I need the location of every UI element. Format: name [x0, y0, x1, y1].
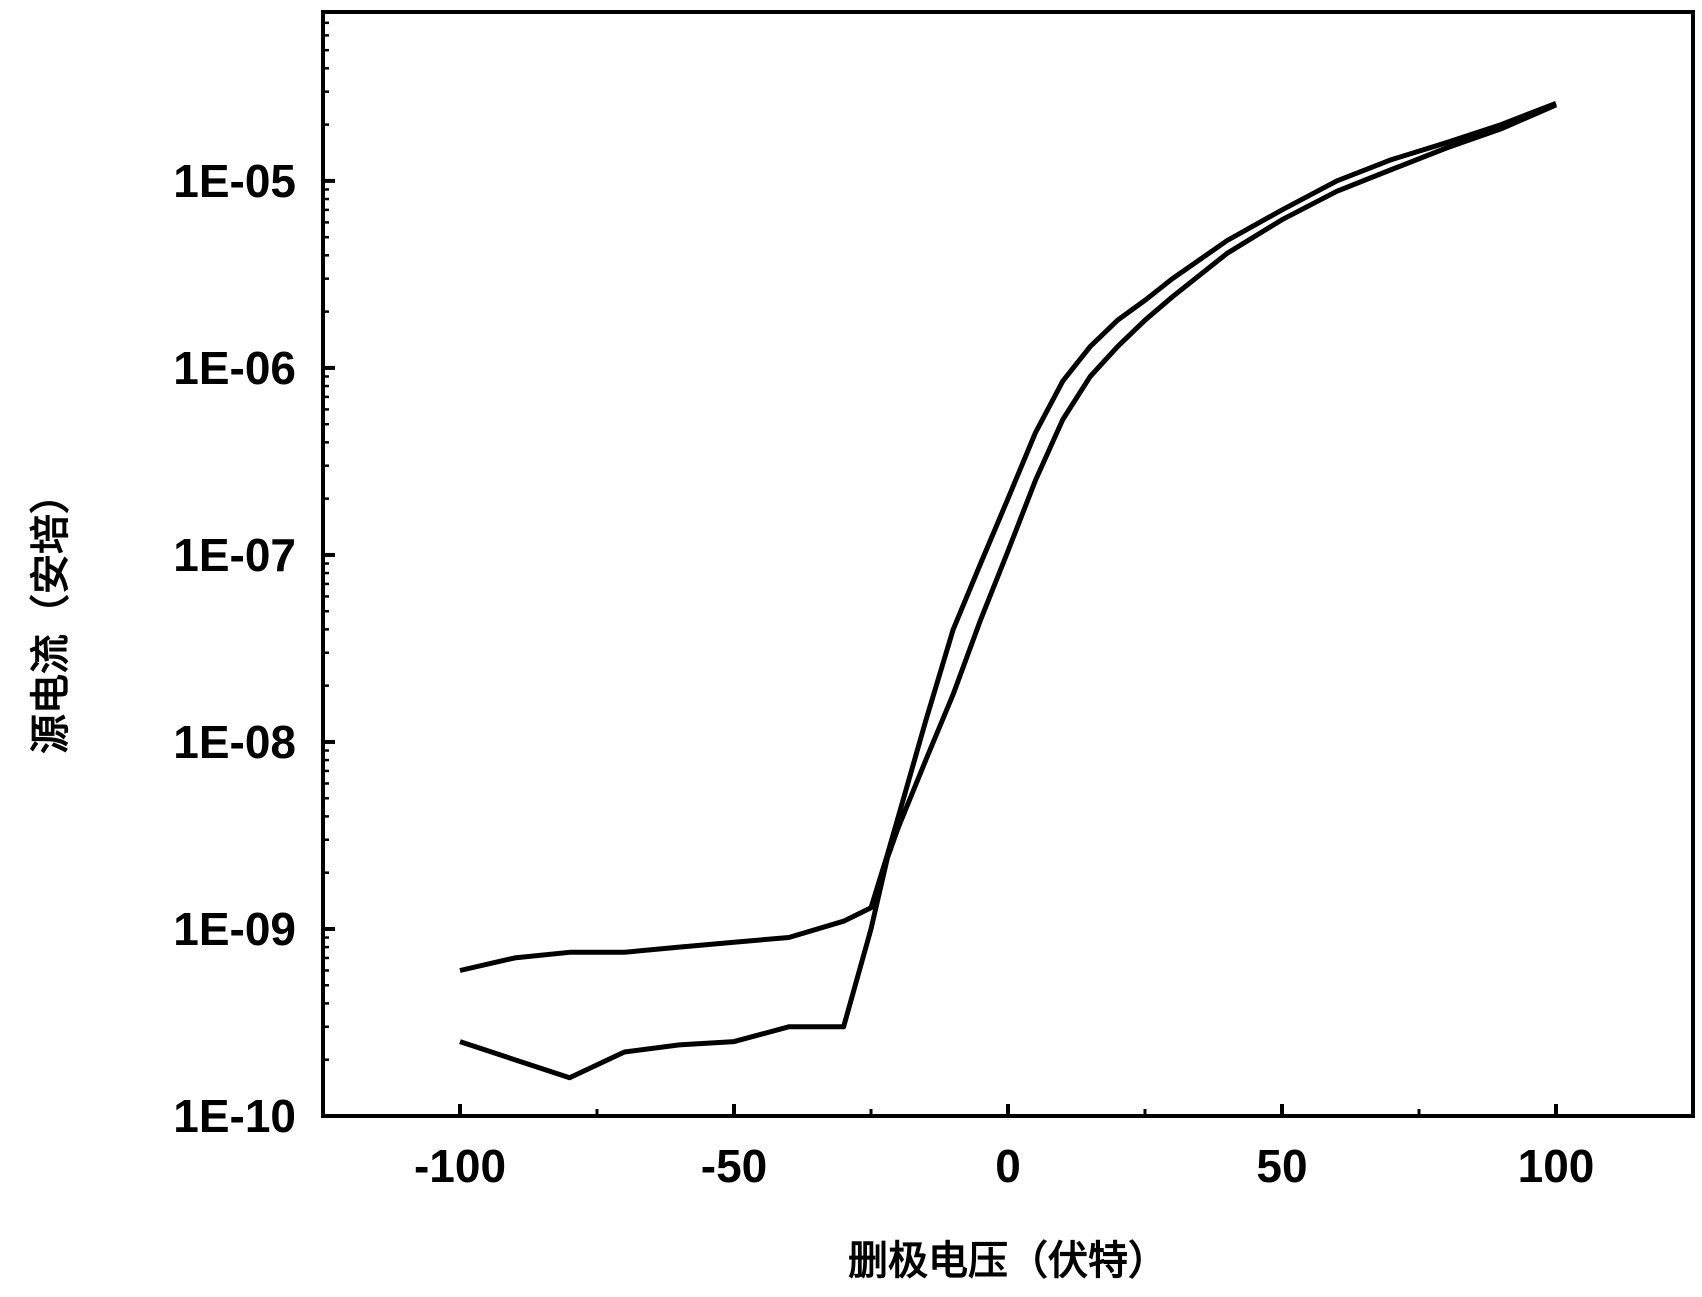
x-axis-label: 删极电压（伏特） [848, 1239, 1168, 1283]
series-layer [459, 100, 1557, 1081]
x-tick-label: 50 [1256, 1140, 1307, 1192]
x-tick-label: 100 [1518, 1140, 1595, 1192]
y-tick-label: 1E-07 [173, 529, 296, 581]
series-line-2 [459, 102, 1557, 1081]
y-tick-label: 1E-09 [173, 903, 296, 955]
y-tick-label: 1E-10 [173, 1090, 296, 1142]
x-tick-label: 0 [995, 1140, 1021, 1192]
y-tick-label: 1E-06 [173, 342, 296, 394]
plot-frame [321, 10, 1695, 1118]
y-axis-label: 源电流（安培） [29, 474, 73, 754]
y-tick-label: 1E-05 [173, 155, 296, 207]
y-tick-label: 1E-08 [173, 716, 296, 768]
x-tick-label: -50 [701, 1140, 767, 1192]
x-tick-label: -100 [414, 1140, 506, 1192]
labels-layer: -100 -50 0 50 100 1E-10 1E-09 1E-08 1E-07 1E-06 1E… [173, 155, 1594, 1192]
series-line-1 [459, 100, 1557, 973]
ticks-layer [323, 21, 1558, 1118]
